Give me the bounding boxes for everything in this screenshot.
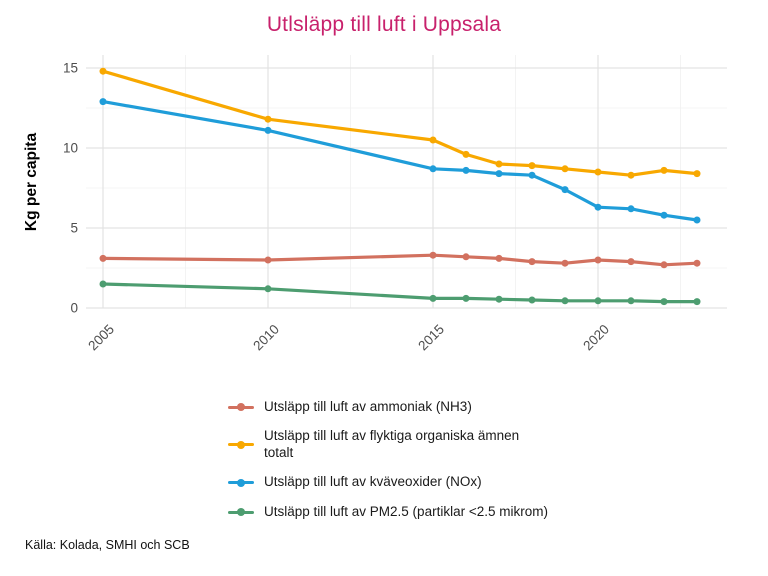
- data-point: [528, 171, 536, 179]
- series-line: [101, 253, 699, 267]
- data-point: [594, 256, 602, 264]
- data-point: [660, 166, 668, 174]
- data-point: [99, 98, 107, 106]
- legend-item-0: Utsläpp till luft av ammoniak (NH3): [228, 399, 548, 415]
- x-tick-label: 2005: [85, 322, 117, 354]
- data-point: [660, 298, 668, 306]
- legend-key-icon: [228, 399, 254, 415]
- data-point: [429, 136, 437, 144]
- data-point: [495, 170, 503, 178]
- legend-key-icon: [228, 504, 254, 520]
- data-point: [264, 126, 272, 134]
- data-point: [594, 203, 602, 211]
- y-tick-label: 5: [70, 221, 78, 236]
- series-2: [99, 98, 701, 224]
- data-point: [660, 211, 668, 219]
- data-point: [561, 186, 569, 194]
- data-point: [693, 298, 701, 306]
- x-tick-label: 2010: [250, 322, 282, 354]
- legend-key-icon: [228, 437, 254, 453]
- data-point: [462, 294, 470, 302]
- data-point: [627, 297, 635, 305]
- legend-item-1: Utsläpp till luft av flyktiga organiska …: [228, 428, 548, 461]
- source-note: Källa: Kolada, SMHI och SCB: [25, 538, 190, 552]
- plot-area: 0 5 10 15 2005 2010 2015 2020: [63, 55, 727, 354]
- data-point: [462, 150, 470, 158]
- series-line: [101, 99, 699, 222]
- data-point: [495, 254, 503, 262]
- legend-item-2: Utsläpp till luft av kväveoxider (NOx): [228, 474, 548, 490]
- data-point: [528, 162, 536, 170]
- series-3: [99, 280, 701, 306]
- data-point: [99, 280, 107, 288]
- x-tick-label: 2020: [580, 322, 612, 354]
- data-point: [693, 170, 701, 178]
- series-1: [99, 67, 701, 179]
- data-point: [561, 259, 569, 267]
- data-point: [462, 166, 470, 174]
- data-point: [429, 165, 437, 173]
- y-tick-label: 15: [63, 61, 78, 76]
- data-point: [264, 115, 272, 123]
- data-point: [264, 285, 272, 293]
- legend-label: Utsläpp till luft av flyktiga organiska …: [264, 428, 520, 460]
- legend-label: Utsläpp till luft av ammoniak (NH3): [264, 399, 472, 414]
- data-point: [495, 295, 503, 303]
- data-point: [561, 165, 569, 173]
- data-point: [99, 67, 107, 75]
- data-point: [528, 258, 536, 266]
- data-point: [660, 261, 668, 269]
- series-line: [101, 282, 699, 304]
- data-point: [594, 168, 602, 176]
- y-tick-label: 10: [63, 141, 78, 156]
- data-point: [429, 251, 437, 259]
- legend: Utsläpp till luft av ammoniak (NH3) Utslä…: [228, 399, 548, 520]
- data-point: [264, 256, 272, 264]
- data-point: [693, 259, 701, 267]
- data-point: [627, 171, 635, 179]
- legend-key-icon: [228, 475, 254, 491]
- data-point: [462, 253, 470, 261]
- data-point: [561, 297, 569, 305]
- data-point: [99, 254, 107, 262]
- x-tick-label: 2015: [415, 322, 447, 354]
- legend-label: Utsläpp till luft av PM2.5 (partiklar <2…: [264, 503, 548, 519]
- data-point: [594, 297, 602, 305]
- data-point: [627, 258, 635, 266]
- series-0: [99, 251, 701, 269]
- gridlines-minor: [86, 55, 727, 308]
- data-point: [528, 296, 536, 304]
- y-tick-label: 0: [70, 301, 78, 316]
- gridlines-major: [86, 55, 727, 309]
- data-point: [693, 216, 701, 224]
- data-point: [495, 160, 503, 168]
- data-point: [627, 205, 635, 213]
- legend-item-3: Utsläpp till luft av PM2.5 (partiklar <2…: [228, 504, 548, 520]
- legend-label: Utsläpp till luft av kväveoxider (NOx): [264, 474, 482, 490]
- data-point: [429, 294, 437, 302]
- chart-title: Utlsläpp till luft i Uppsala: [266, 13, 502, 36]
